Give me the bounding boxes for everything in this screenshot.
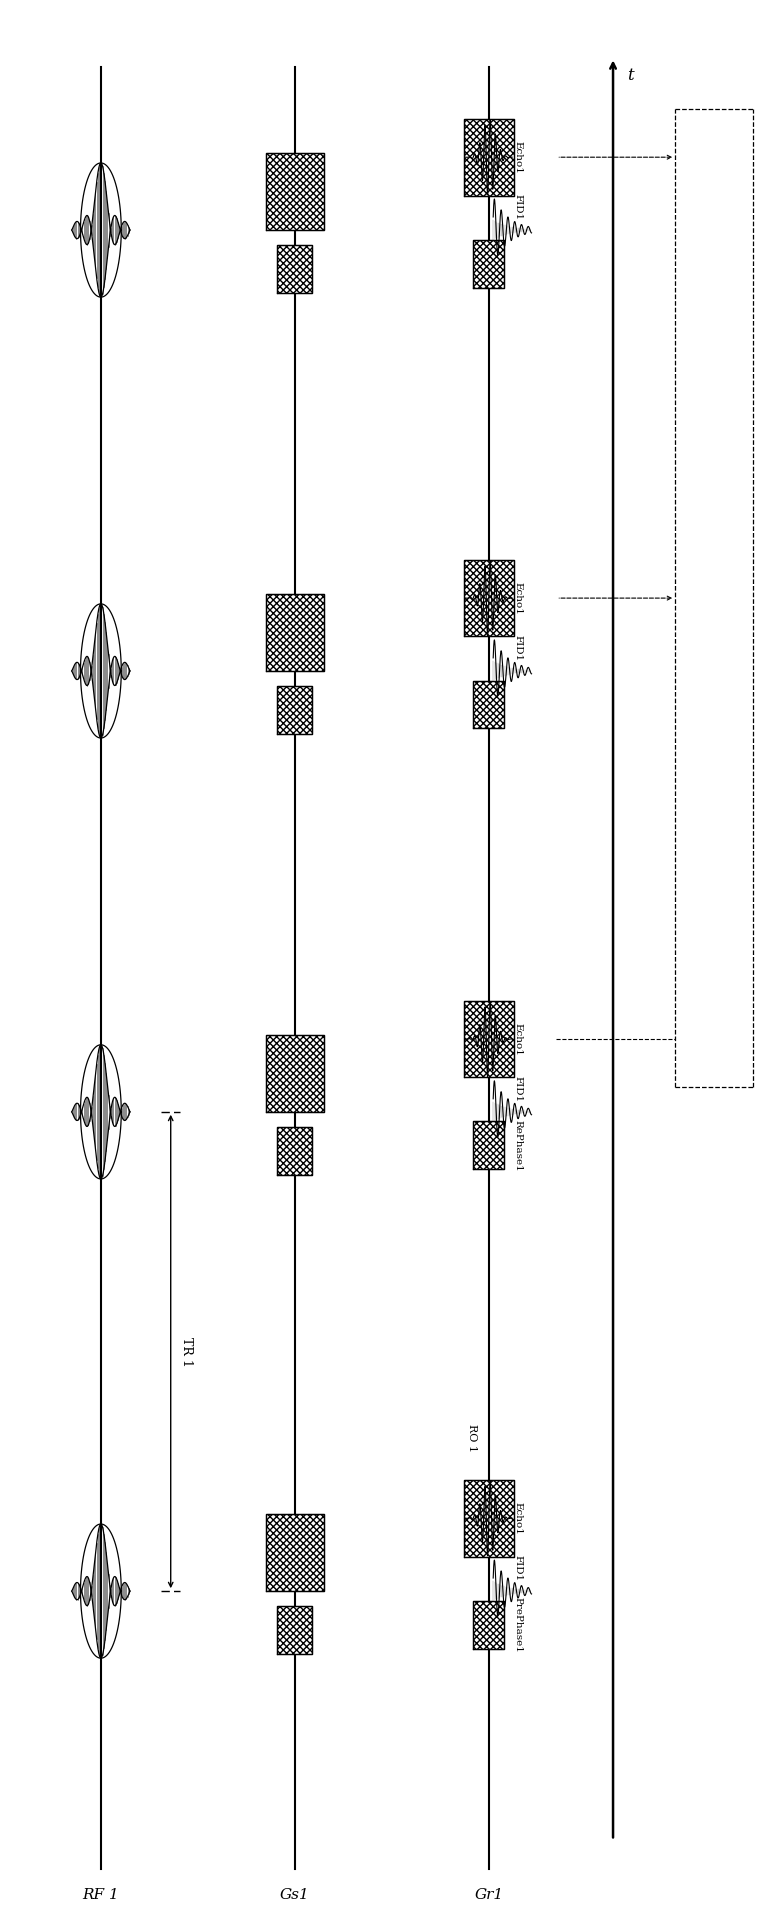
Text: Echo1: Echo1 xyxy=(514,1501,523,1536)
Bar xyxy=(473,681,504,728)
Text: FID1: FID1 xyxy=(514,635,523,661)
Text: RF 1: RF 1 xyxy=(82,1888,120,1902)
Bar xyxy=(278,686,312,734)
Bar xyxy=(464,119,514,196)
Text: FID1: FID1 xyxy=(514,194,523,220)
Bar xyxy=(278,1127,312,1175)
Bar xyxy=(464,560,514,636)
Bar xyxy=(278,245,312,293)
Bar xyxy=(265,594,324,671)
Bar xyxy=(265,1035,324,1112)
Bar xyxy=(473,1601,504,1649)
Text: t: t xyxy=(627,67,634,84)
Text: FID1: FID1 xyxy=(514,1075,523,1102)
Text: FID1: FID1 xyxy=(514,1555,523,1582)
Text: RO 1: RO 1 xyxy=(467,1424,476,1451)
Text: Echo1: Echo1 xyxy=(514,581,523,615)
Bar xyxy=(278,1606,312,1654)
Text: Echo1: Echo1 xyxy=(514,1022,523,1056)
Text: Echo1: Echo1 xyxy=(514,140,523,174)
Bar xyxy=(265,153,324,230)
Bar xyxy=(464,1480,514,1557)
Bar xyxy=(464,1001,514,1077)
Text: TR 1: TR 1 xyxy=(180,1336,193,1367)
Bar xyxy=(265,1514,324,1591)
Text: Gr1: Gr1 xyxy=(474,1888,504,1902)
Text: PrePhase1: PrePhase1 xyxy=(514,1597,523,1652)
Text: Gs1: Gs1 xyxy=(280,1888,310,1902)
Text: RePhase1: RePhase1 xyxy=(514,1120,523,1171)
Bar xyxy=(473,240,504,288)
Bar xyxy=(473,1121,504,1169)
